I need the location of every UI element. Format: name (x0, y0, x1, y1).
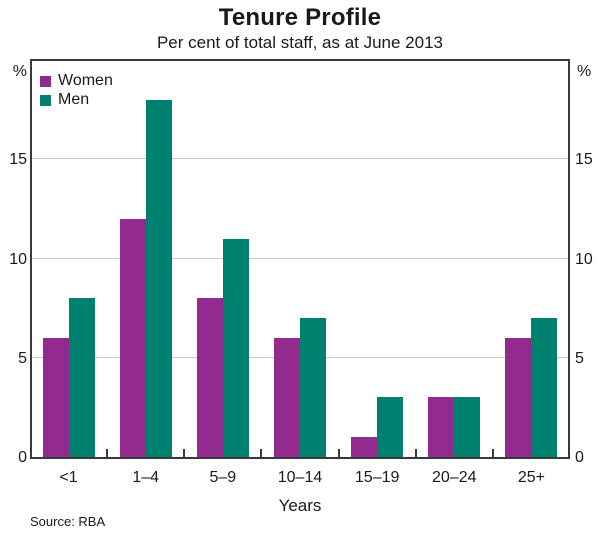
x-axis-title: Years (278, 496, 322, 515)
plot-border-top (30, 59, 570, 61)
bar-women-5–9 (196, 298, 223, 457)
x-axis-tick-6 (491, 449, 494, 457)
women-swatch-icon (40, 75, 51, 87)
bar-men-10–14 (300, 318, 326, 457)
x-category-label-6: 25+ (517, 469, 545, 486)
legend-label-women: Women (58, 72, 113, 89)
bar-women-15–19 (351, 437, 378, 457)
plot-area: Women Men (30, 59, 570, 459)
bar-men-1–4 (145, 99, 172, 457)
x-axis-tick-3 (260, 449, 263, 457)
bar-men-25+ (531, 318, 558, 457)
legend: Women Men (40, 72, 113, 110)
bar-men-5–9 (222, 238, 249, 457)
legend-item-women: Women (40, 72, 113, 90)
x-category-label-2: 5–9 (209, 469, 237, 486)
x-axis-line (30, 457, 570, 459)
y-tick-label-left-0: 0 (18, 449, 27, 466)
legend-label-men: Men (58, 91, 90, 108)
y-tick-label-left-15: 15 (9, 151, 27, 169)
bar-men-<1 (68, 298, 95, 457)
y-tick-label-right-5: 5 (575, 349, 584, 367)
x-category-label-5: 20–24 (432, 469, 477, 486)
men-swatch-icon (40, 94, 51, 106)
x-axis-tick-5 (414, 449, 417, 457)
bar-men-15–19 (377, 397, 404, 457)
x-category-label-0: <1 (59, 469, 78, 486)
source-note: Source: RBA (30, 514, 106, 529)
bar-women-10–14 (274, 337, 300, 457)
chart-title: Tenure Profile (218, 4, 382, 31)
bar-men-20–24 (454, 397, 481, 457)
y-axis-unit-right: % (577, 63, 592, 80)
x-category-label-4: 15–19 (354, 469, 400, 486)
bar-women-1–4 (119, 218, 146, 457)
bar-women-25+ (505, 337, 532, 457)
x-axis-tick-4 (337, 449, 340, 457)
x-category-label-3: 10–14 (277, 469, 323, 486)
y-tick-label-right-10: 10 (575, 250, 593, 268)
gridline-15 (32, 158, 568, 160)
x-category-label-1: 1–4 (132, 469, 160, 486)
y-tick-label-left-5: 5 (18, 349, 27, 367)
y-axis-left (30, 59, 32, 459)
y-tick-label-right-0: 0 (575, 449, 584, 466)
y-tick-label-left-10: 10 (9, 250, 27, 268)
x-axis-tick-1 (106, 449, 109, 457)
gridline-10 (32, 257, 568, 259)
x-axis-tick-2 (183, 449, 186, 457)
legend-item-men: Men (40, 91, 113, 109)
bar-women-20–24 (428, 397, 455, 457)
y-axis-unit-left: % (12, 63, 27, 80)
bar-women-<1 (42, 337, 69, 457)
chart-subtitle: Per cent of total staff, as at June 2013 (156, 33, 444, 52)
y-axis-right (568, 59, 570, 459)
y-tick-label-right-15: 15 (575, 151, 593, 169)
